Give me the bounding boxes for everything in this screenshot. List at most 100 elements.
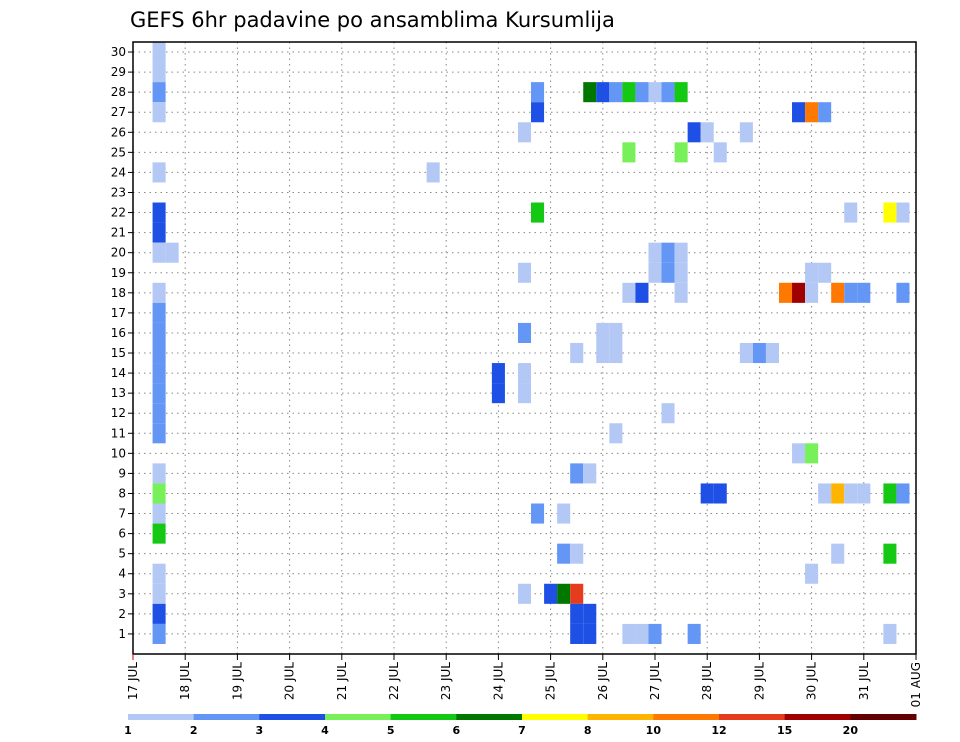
heatmap-cell [883,483,897,504]
heatmap-cell [805,563,819,584]
y-tick-label: 30 [111,45,126,59]
heatmap-cell [152,463,166,484]
heatmap-cell [609,423,623,444]
heatmap-cell [674,142,688,163]
y-tick-label: 5 [118,547,126,561]
heatmap-cell [896,282,910,303]
colorbar-swatch [522,714,589,720]
heatmap-cell [152,282,166,303]
heatmap-cell [674,282,688,303]
heatmap-cell [557,583,571,604]
colorbar-swatch [325,714,392,720]
heatmap-cell [152,62,166,83]
heatmap-cell [622,282,636,303]
heatmap-cell [517,262,532,283]
x-tick-label: 30 JUL [805,662,819,700]
heatmap-cell [792,102,806,123]
heatmap-cell [674,82,688,103]
y-tick-label: 7 [118,507,126,521]
x-tick-label: 17 JUL [126,662,140,700]
heatmap-cell [426,162,440,183]
heatmap-cell [517,363,532,384]
heatmap-cell [531,82,545,103]
y-tick-label: 10 [111,446,126,460]
heatmap-cell [700,122,714,143]
y-axis-ticks: 1234567891011121314151617181920212223242… [111,45,133,641]
heatmap-cell [883,623,897,644]
colorbar-label: 5 [387,724,395,737]
y-tick-label: 9 [118,466,126,480]
heatmap-cell [778,282,793,303]
heatmap-cell [557,503,571,524]
y-tick-label: 22 [111,206,126,220]
x-tick-label: 18 JUL [178,662,192,700]
heatmap-cell [857,483,871,504]
colorbar-label: 12 [711,724,726,737]
y-tick-label: 14 [111,366,126,380]
x-tick-label: 26 JUL [596,662,610,700]
heatmap-cell [570,623,584,644]
y-tick-label: 1 [118,627,126,641]
y-tick-label: 15 [111,346,126,360]
heatmap-cell [152,423,166,444]
y-tick-label: 18 [111,286,126,300]
heatmap-cell [674,262,688,283]
heatmap-cell [700,483,714,504]
heatmap-cell [152,322,166,343]
y-tick-label: 28 [111,85,126,99]
colorbar-swatch [850,714,917,720]
x-tick-label: 24 JUL [491,662,505,700]
y-tick-label: 17 [111,306,126,320]
heatmap-cell [844,483,858,504]
x-tick-label: 28 JUL [700,662,714,700]
y-tick-label: 16 [111,326,126,340]
colorbar-swatch [390,714,457,720]
colorbar-label: 15 [777,724,792,737]
heatmap-cell [831,483,845,504]
x-tick-label: 29 JUL [752,662,766,700]
heatmap-cell [517,122,532,143]
colorbar-label: 1 [124,724,132,737]
x-tick-label: 22 JUL [387,662,401,700]
heatmap-cell [752,342,766,364]
heatmap-cell [152,342,166,364]
heatmap-cell [661,82,675,103]
heatmap-cell [544,583,558,604]
heatmap-cell [896,202,910,223]
heatmap-cell [152,583,166,604]
heatmap-cell [844,282,858,303]
y-tick-label: 13 [111,386,126,400]
heatmap-cell [491,383,505,404]
x-tick-label: 21 JUL [335,662,349,700]
heatmap-cell [531,102,545,123]
heatmap-cell [152,242,166,263]
y-tick-label: 23 [111,185,126,199]
heatmap-cell [583,623,597,644]
y-tick-label: 19 [111,266,126,280]
y-tick-label: 25 [111,145,126,159]
y-tick-label: 27 [111,105,126,119]
heatmap-cell [152,82,166,103]
heatmap-cell [531,503,545,524]
x-tick-label: 01 AUG [909,662,923,707]
colorbar-swatch [784,714,851,720]
heatmap-cell [596,322,610,343]
heatmap-cell [648,242,662,263]
heatmap-cell [622,623,636,644]
x-tick-label: 27 JUL [648,662,662,700]
heatmap-cell [583,603,597,624]
heatmap-cell [152,162,166,183]
heatmap-cell [883,543,897,564]
heatmap-cell [635,82,649,103]
y-tick-label: 2 [118,607,126,621]
heatmap-cell [818,483,832,504]
heatmap-cell [570,463,584,484]
heatmap-cell [792,443,806,464]
colorbar-swatch [587,714,654,720]
x-tick-label: 23 JUL [439,662,453,700]
heatmap-cell [818,102,832,123]
heatmap-cell [661,242,675,263]
heatmap-cell [883,202,897,223]
colorbar-swatch [193,714,260,720]
